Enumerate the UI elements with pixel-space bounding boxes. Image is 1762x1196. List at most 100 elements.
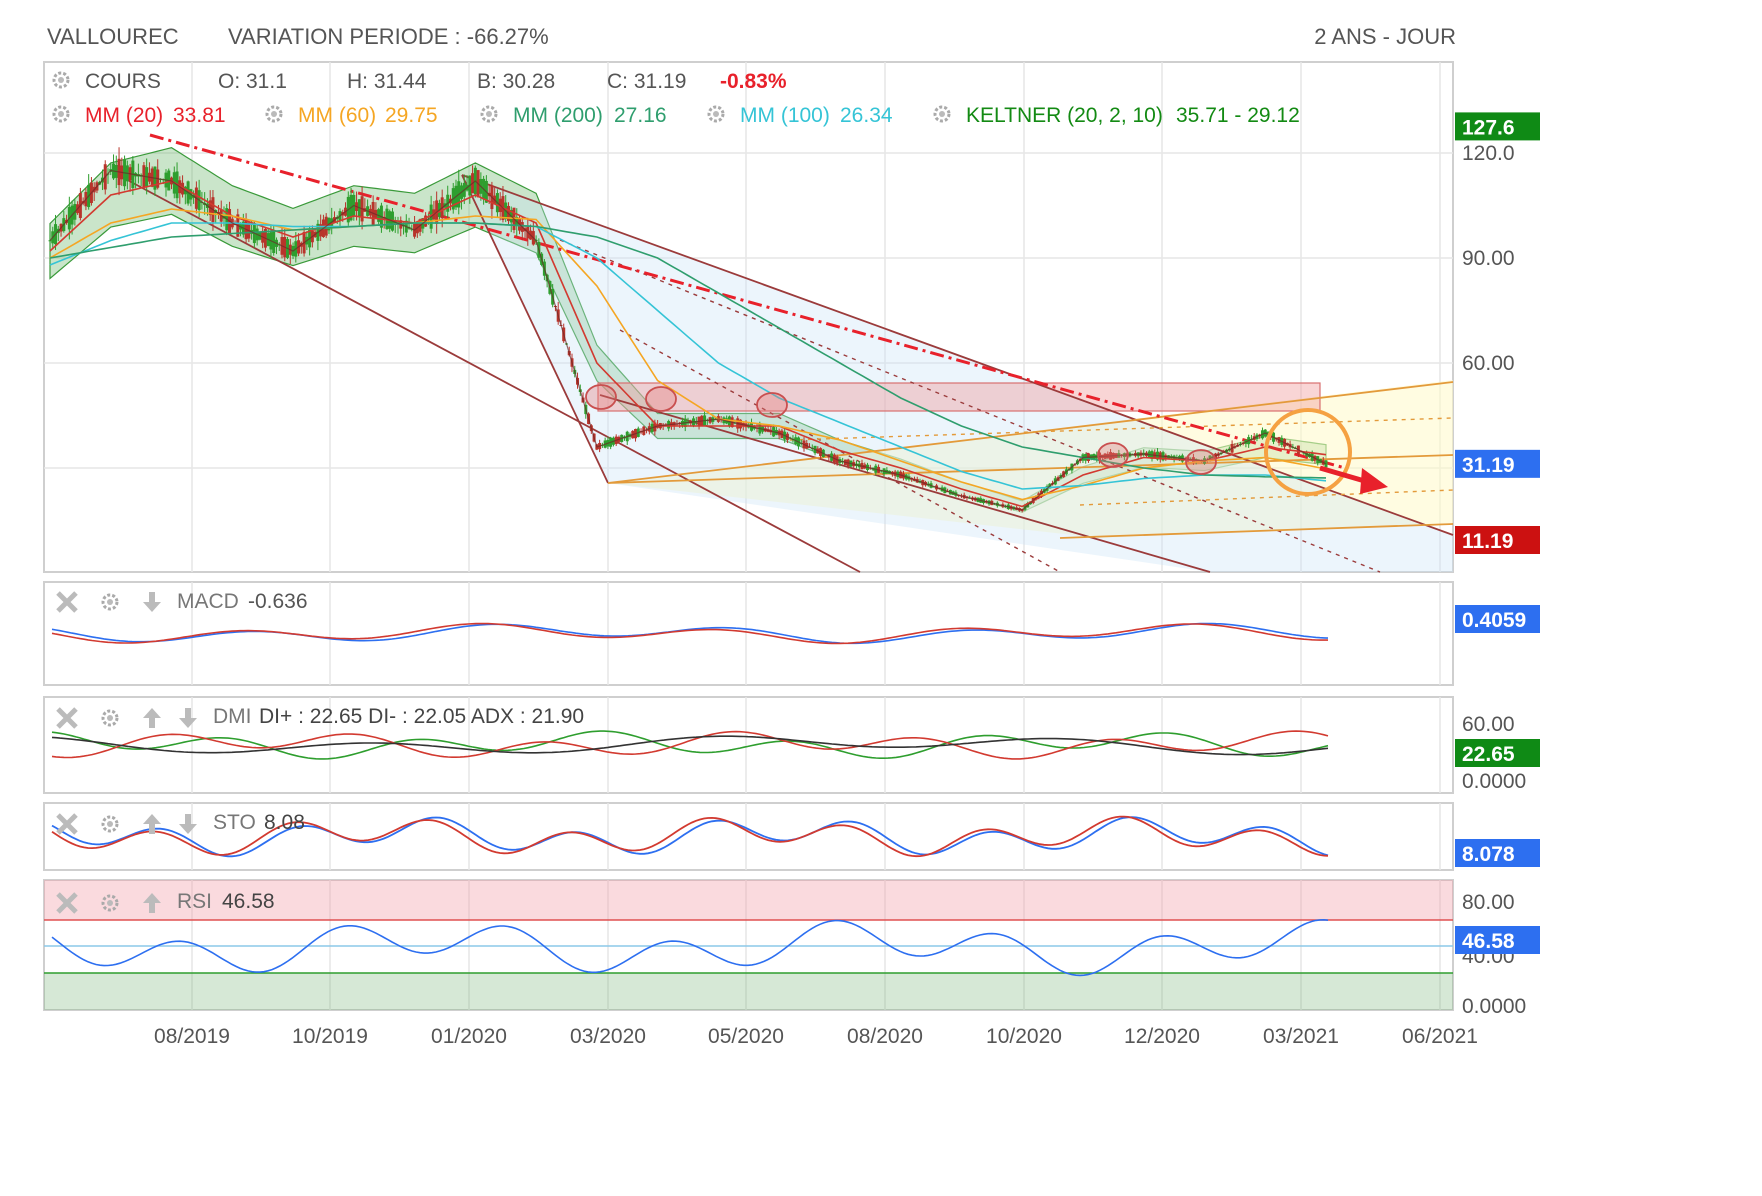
- major-downtrend-line: [149, 133, 1346, 470]
- overlay-gear-icon-1-hub: [271, 111, 277, 117]
- macd-close-icon-b: [56, 591, 78, 613]
- dmi-minus-line: [51, 730, 1329, 760]
- symbol-title: VALLOUREC: [47, 24, 179, 49]
- badge-high: 127.6: [1462, 116, 1515, 139]
- breakout-circle: [1264, 408, 1352, 496]
- channel-dotted-1: [559, 239, 1381, 573]
- series-mm100-line: [49, 222, 1327, 490]
- rsi-gear-icon-hub: [107, 900, 113, 906]
- sto-down-icon: [179, 814, 197, 834]
- dmi-down-icon: [179, 708, 197, 728]
- dmi-tick-1: 0.0000: [1462, 770, 1526, 793]
- cours-gear-icon-hub: [58, 77, 64, 83]
- rsi-gear-icon-ring: [101, 894, 119, 912]
- quote-change: -0.83%: [720, 70, 787, 93]
- breakout-arrow-shaft: [1319, 465, 1369, 485]
- price-tick-1: 90.00: [1462, 247, 1515, 270]
- overlay-gear-icon-3: [707, 105, 725, 123]
- x-tick-9: 06/2021: [1402, 1025, 1478, 1048]
- timeframe-label: 2 ANS - JOUR: [1314, 24, 1456, 49]
- badge-sto: 8.078: [1462, 843, 1515, 866]
- pivot-circle-4: [1185, 449, 1217, 475]
- overlay-gear-icon-4: [933, 105, 951, 123]
- macd-gear-icon-ring: [101, 593, 119, 611]
- macd-signal-line: [51, 622, 1328, 645]
- background-layer: [43, 61, 1454, 1011]
- sto-gear-icon-hub: [107, 821, 113, 827]
- dmi-up-icon-head: [143, 708, 161, 718]
- legend-layer: COURS O: 31.1 H: 31.44 B: 30.28 C: 31.19 -0.8…: [52, 70, 1300, 914]
- candle-body-0: [48, 240, 52, 242]
- rsi-tick-0: 80.00: [1462, 891, 1515, 914]
- adx-line: [51, 735, 1329, 756]
- dmi-label: DMI: [213, 705, 252, 728]
- panel-macd-frame: [43, 581, 1454, 686]
- price-tick-2: 60.00: [1462, 352, 1515, 375]
- overlay-gear-icon-2: [480, 105, 498, 123]
- panel-dmi-frame: [43, 696, 1454, 794]
- x-tick-5: 08/2020: [847, 1025, 923, 1048]
- pivot-circle-2: [756, 392, 788, 418]
- overlay-label-1: MM (60): [298, 104, 376, 127]
- badge-macd: 0.4059: [1462, 609, 1526, 632]
- overlay-label-3: MM (100): [740, 104, 830, 127]
- cours-gear-icon: [52, 71, 70, 89]
- overlay-value-2: 27.16: [614, 104, 667, 127]
- x-tick-7: 12/2020: [1124, 1025, 1200, 1048]
- dmi-gear-icon-hub: [107, 715, 113, 721]
- dmi-close-icon: [56, 707, 78, 729]
- x-tick-6: 10/2020: [986, 1025, 1062, 1048]
- orange-dotted-1: [789, 417, 1454, 441]
- rsi-tick-2: 0.0000: [1462, 995, 1526, 1018]
- sto-up-icon: [143, 814, 161, 834]
- pivot-circle-1: [645, 386, 677, 412]
- rsi-up-icon: [143, 893, 161, 913]
- sto-close-icon-b: [56, 813, 78, 835]
- x-tick-8: 03/2021: [1263, 1025, 1339, 1048]
- x-tick-1: 10/2019: [292, 1025, 368, 1048]
- period-variation: VARIATION PERIODE : -66.27%: [228, 24, 549, 49]
- macd-down-icon-head: [143, 602, 161, 612]
- overlay-gear-icon-3-ring: [707, 105, 725, 123]
- overlay-value-0: 33.81: [173, 104, 226, 127]
- pivot-circle-0: [585, 384, 617, 410]
- badge-dmi-bg: [1455, 739, 1540, 767]
- series-mm200-line: [49, 222, 1327, 479]
- cours-gear-icon-ring: [52, 71, 70, 89]
- rsi-close-icon-b: [56, 892, 78, 914]
- rsi-close-icon: [56, 892, 78, 914]
- overlay-gear-icon-0-hub: [58, 111, 64, 117]
- macd-close-icon: [56, 591, 78, 613]
- dmi-close-icon-b: [56, 707, 78, 729]
- macd-down-icon-shaft: [149, 592, 155, 602]
- badge-macd-bg: [1455, 605, 1540, 633]
- sto-d-line: [51, 815, 1329, 858]
- overlay-gear-icon-3-hub: [713, 111, 719, 117]
- overlay-gear-icon-1-ring: [265, 105, 283, 123]
- resistance-zone: [597, 382, 1321, 412]
- sto-gear-icon-ring: [101, 815, 119, 833]
- series-cours-line: [49, 169, 1327, 511]
- overlay-gear-icon-0: [52, 105, 70, 123]
- panel-rsi-frame: [43, 879, 1454, 1011]
- rsi-overbought-zone: [44, 880, 1453, 920]
- sto-down-icon-head: [179, 824, 197, 834]
- quote-close: C: 31.19: [607, 70, 686, 93]
- rsi-up-icon-head: [143, 893, 161, 903]
- sto-up-icon-shaft: [149, 824, 155, 834]
- x-tick-2: 01/2020: [431, 1025, 507, 1048]
- x-tick-0: 08/2019: [154, 1025, 230, 1048]
- overlay-gear-icon-0-ring: [52, 105, 70, 123]
- badge-last-bg: [1455, 449, 1540, 478]
- dmi-gear-icon: [101, 709, 119, 727]
- indicator-panels: [44, 622, 1453, 1010]
- rsi-label: RSI: [177, 890, 212, 913]
- dmi-up-icon-shaft: [149, 718, 155, 728]
- panel-sto-frame: [43, 802, 1454, 871]
- badge-sto-bg: [1455, 839, 1540, 867]
- downtrend-line-upper: [461, 174, 1454, 536]
- overlay-value-4: 35.71 - 29.12: [1176, 104, 1300, 127]
- dmi-gear-icon-ring: [101, 709, 119, 727]
